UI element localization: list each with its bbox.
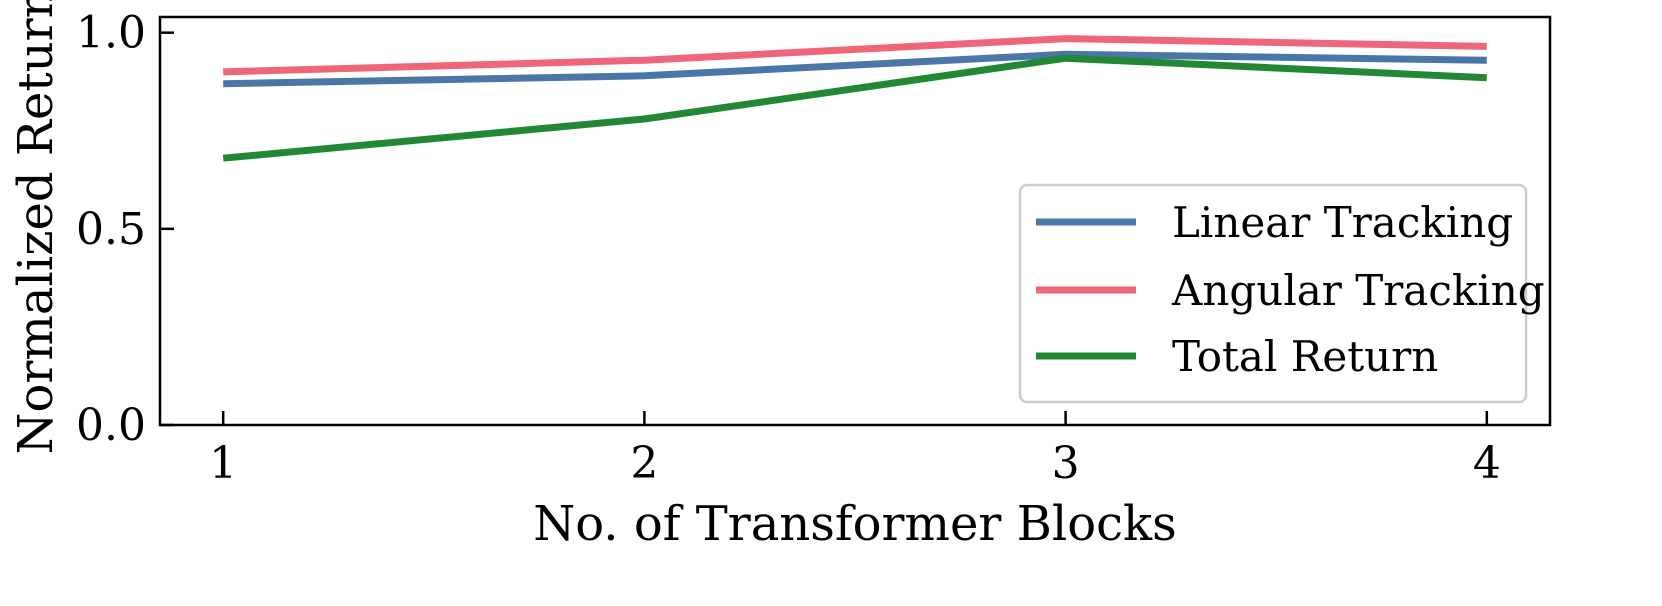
legend-label-total-return: Total Return [1172, 332, 1438, 381]
y-axis-ticks: 0.0 0.5 1.0 [76, 8, 174, 451]
x-tick-label-4: 4 [1473, 438, 1501, 489]
series-line-angular-tracking [223, 35, 1487, 76]
y-tick-label-1-0: 1.0 [76, 8, 146, 59]
series-lines [222, 35, 1487, 162]
x-tick-label-1: 1 [209, 438, 237, 489]
plot-frame [158, 15, 1552, 427]
series-line-total-return [222, 54, 1487, 162]
x-tick-label-2: 2 [630, 438, 658, 489]
legend-label-linear-tracking: Linear Tracking [1172, 198, 1513, 247]
y-tick-label-0-5: 0.5 [76, 204, 146, 255]
y-axis-title: Normalized Return [8, 0, 64, 454]
x-axis-ticks: 1 2 3 4 [209, 411, 1501, 489]
y-tick-label-0-0: 0.0 [76, 400, 146, 451]
legend-box [1018, 183, 1528, 404]
legend-label-angular-tracking: Angular Tracking [1171, 266, 1545, 315]
series-line-linear-tracking [223, 50, 1487, 88]
legend: Linear Tracking Angular Tracking Total R… [1018, 183, 1545, 404]
x-axis-title: No. of Transformer Blocks [533, 496, 1176, 552]
x-tick-label-3: 3 [1052, 438, 1080, 489]
